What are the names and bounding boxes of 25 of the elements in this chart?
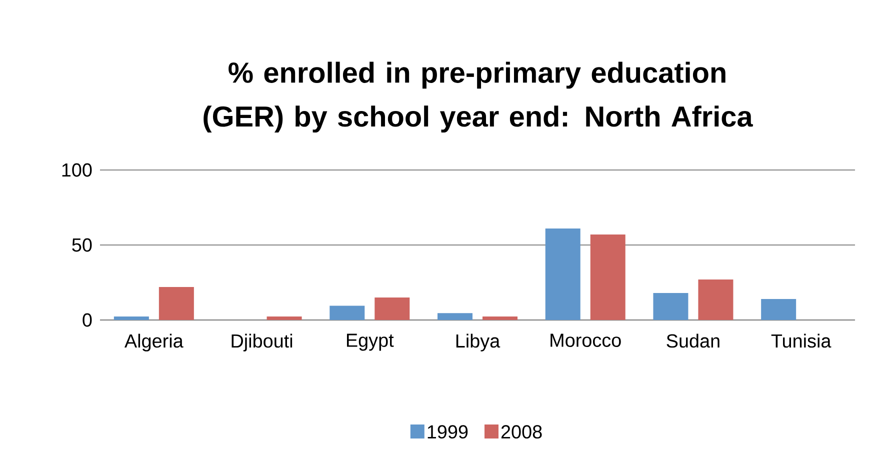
x-tick-label: Morocco [550, 334, 621, 347]
bar [330, 306, 365, 320]
x-tick-label: Tunisia [771, 334, 832, 348]
x-tick-label: Libya [456, 334, 500, 352]
bar [482, 316, 518, 320]
bar [653, 293, 688, 320]
chart-title: % enrolled in pre-primary education (GER) by school year end: North Africa [204, 62, 753, 133]
legend-label: 2008 [501, 425, 542, 439]
bar [761, 299, 796, 320]
bar [374, 298, 410, 320]
bar [545, 228, 580, 320]
bar [114, 316, 149, 320]
y-tick-label: 50 [72, 238, 92, 252]
x-tick-label: Egypt [346, 334, 394, 351]
bar [698, 280, 734, 320]
y-tick-label: 0 [82, 313, 92, 327]
x-tick-label: Sudan [666, 334, 720, 348]
x-tick-label: Djibouti [232, 334, 292, 352]
bar [158, 287, 194, 320]
bar [438, 313, 473, 320]
bar [590, 234, 626, 320]
x-tick-label: Algeria [124, 334, 184, 352]
bar [266, 316, 302, 320]
y-tick-label: 100 [62, 163, 92, 177]
legend-label: 1999 [428, 425, 468, 439]
